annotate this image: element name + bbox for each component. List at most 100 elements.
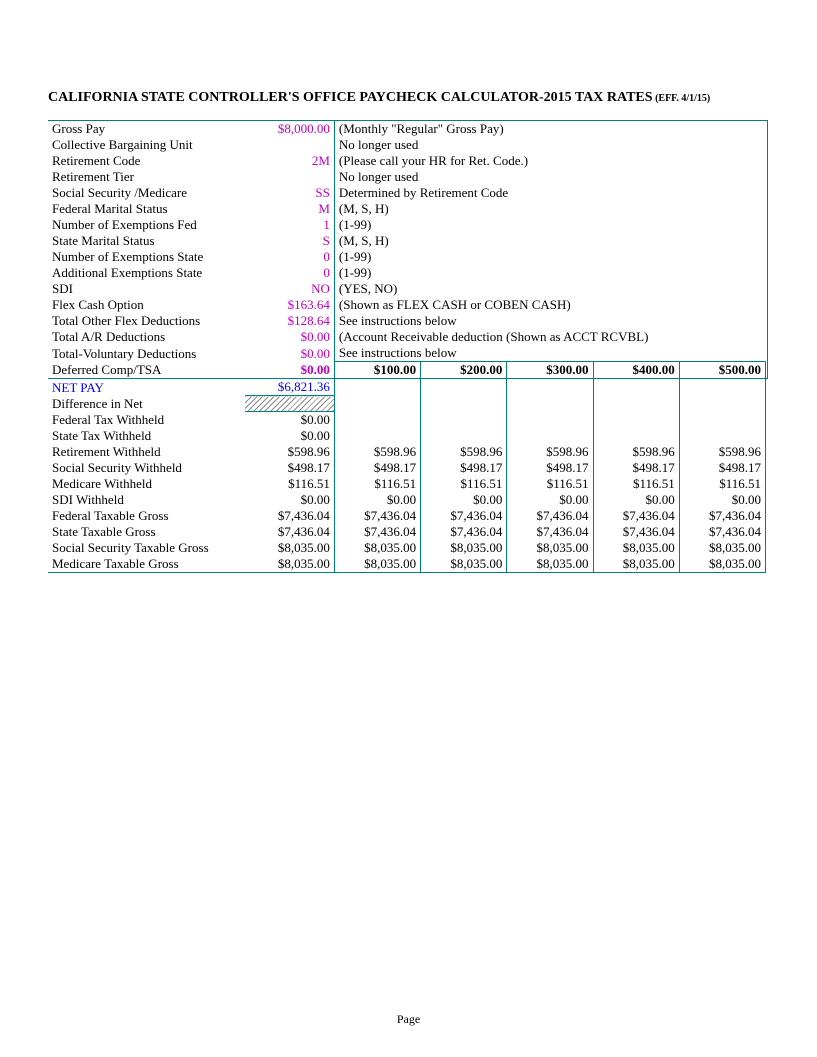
output-col [679,428,765,444]
output-col: $7,436.04 [679,508,765,524]
output-col: $7,436.04 [507,524,593,540]
input-row: Retirement Code2M(Please call your HR fo… [48,153,768,169]
input-value: SS [245,185,335,201]
output-col: $0.00 [679,492,765,508]
input-row: State Marital StatusS(M, S, H) [48,233,768,249]
input-label: Retirement Code [48,153,245,169]
input-value: $8,000.00 [245,121,335,138]
output-col: $8,035.00 [593,556,679,573]
input-label: Federal Marital Status [48,201,245,217]
output-col: $116.51 [593,476,679,492]
input-label: Number of Exemptions State [48,249,245,265]
output-col [507,412,593,429]
output-col: $8,035.00 [334,556,420,573]
calculator-table: Gross Pay$8,000.00(Monthly "Regular" Gro… [48,120,768,573]
output-col [593,412,679,429]
netpay-row: NET PAY$6,821.36 [48,379,768,396]
output-value: $0.00 [245,492,335,508]
input-value: 2M [245,153,335,169]
output-row: Medicare Taxable Gross$8,035.00$8,035.00… [48,556,768,573]
output-col: $8,035.00 [421,556,507,573]
output-col: $598.96 [593,444,679,460]
output-col: $7,436.04 [421,524,507,540]
input-label: SDI [48,281,245,297]
output-col [679,412,765,429]
diff-label: Difference in Net [48,396,245,412]
output-value: $8,035.00 [245,556,335,573]
output-col: $8,035.00 [679,540,765,556]
output-value: $0.00 [245,412,335,429]
input-value: $163.64 [245,297,335,313]
netpay-value: $6,821.36 [245,379,335,396]
input-row: Total-Voluntary Deductions$0.00See instr… [48,345,768,362]
output-label: Federal Tax Withheld [48,412,245,429]
output-row: State Taxable Gross$7,436.04$7,436.04$7,… [48,524,768,540]
diff-col [507,396,593,412]
output-col: $498.17 [334,460,420,476]
diff-col [679,396,765,412]
netpay-label: NET PAY [48,379,245,396]
input-row: Number of Exemptions Fed1(1-99) [48,217,768,233]
output-row: SDI Withheld$0.00$0.00$0.00$0.00$0.00$0.… [48,492,768,508]
input-value: $128.64 [245,313,335,329]
diff-value [245,396,335,412]
page-footer: Page [0,1012,817,1027]
input-note: See instructions below [334,345,767,362]
input-row: Social Security /MedicareSSDetermined by… [48,185,768,201]
output-col [334,412,420,429]
output-col: $7,436.04 [507,508,593,524]
deferred-value: $0.00 [245,362,335,379]
output-col [421,428,507,444]
input-row: SDINO(YES, NO) [48,281,768,297]
output-col: $116.51 [679,476,765,492]
output-col: $116.51 [421,476,507,492]
output-label: Retirement Withheld [48,444,245,460]
output-col: $8,035.00 [421,540,507,556]
input-note: (Shown as FLEX CASH or COBEN CASH) [334,297,767,313]
output-col: $7,436.04 [334,508,420,524]
input-note: See instructions below [334,313,767,329]
input-label: Additional Exemptions State [48,265,245,281]
input-note: (1-99) [334,249,767,265]
output-col: $498.17 [679,460,765,476]
output-col: $0.00 [507,492,593,508]
title-sub: (EFF. 4/1/15) [653,93,711,104]
input-row: Flex Cash Option$163.64(Shown as FLEX CA… [48,297,768,313]
output-col: $8,035.00 [507,540,593,556]
output-row: Social Security Withheld$498.17$498.17$4… [48,460,768,476]
input-value: 0 [245,265,335,281]
input-note: (Please call your HR for Ret. Code.) [334,153,767,169]
input-label: Social Security /Medicare [48,185,245,201]
input-label: Total Other Flex Deductions [48,313,245,329]
output-col: $498.17 [507,460,593,476]
output-col: $0.00 [334,492,420,508]
output-label: State Tax Withheld [48,428,245,444]
output-label: Social Security Taxable Gross [48,540,245,556]
output-col [421,412,507,429]
input-note: (M, S, H) [334,201,767,217]
input-label: Retirement Tier [48,169,245,185]
output-col: $598.96 [507,444,593,460]
input-value: $0.00 [245,345,335,362]
output-col [593,428,679,444]
page-title: CALIFORNIA STATE CONTROLLER'S OFFICE PAY… [48,90,769,106]
output-col: $598.96 [421,444,507,460]
netpay-col [334,379,420,396]
output-value: $598.96 [245,444,335,460]
output-col: $0.00 [593,492,679,508]
input-value: $0.00 [245,329,335,345]
input-label: Total A/R Deductions [48,329,245,345]
output-col: $116.51 [507,476,593,492]
output-label: Medicare Taxable Gross [48,556,245,573]
output-row: Federal Taxable Gross $7,436.04 $7,436.04 $… [48,508,768,524]
deferred-label: Deferred Comp/TSA [48,362,245,379]
output-row: Retirement Withheld$598.96$598.96$598.96… [48,444,768,460]
output-label: Federal Taxable Gross [48,508,245,524]
input-row: Retirement Tier No longer used [48,169,768,185]
input-note: No longer used [334,169,767,185]
deferred-col-header: $400.00 [593,362,679,379]
output-value: $498.17 [245,460,335,476]
input-note: (Monthly "Regular" Gross Pay) [334,121,767,138]
output-value: $116.51 [245,476,335,492]
input-note: (1-99) [334,217,767,233]
